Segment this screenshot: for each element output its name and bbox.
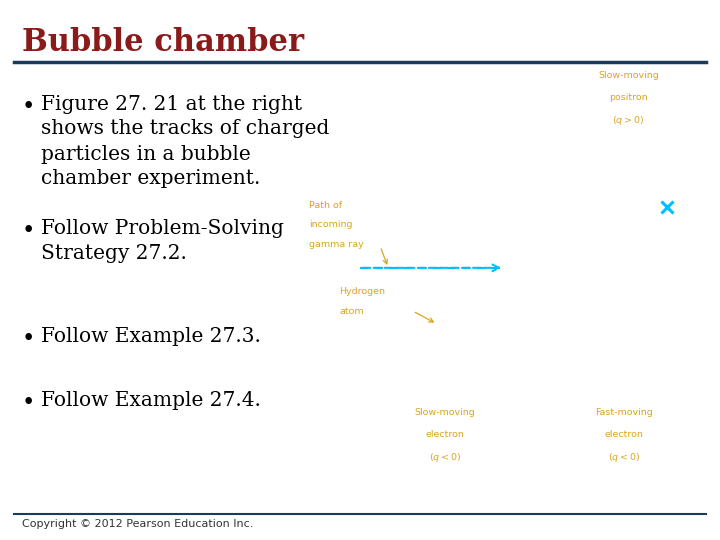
Text: $(q < 0)$: $(q < 0)$ [608,451,640,464]
Text: Path of: Path of [309,201,342,210]
Text: Bubble chamber: Bubble chamber [22,27,304,58]
Text: Slow-moving: Slow-moving [598,71,659,80]
Text: Copyright © 2012 Pearson Education Inc.: Copyright © 2012 Pearson Education Inc. [22,519,253,530]
Text: Follow Problem-Solving
Strategy 27.2.: Follow Problem-Solving Strategy 27.2. [41,219,284,262]
Text: incoming: incoming [309,220,353,230]
Text: electron: electron [426,430,464,439]
Text: gamma ray: gamma ray [309,240,364,249]
Text: Slow-moving: Slow-moving [415,408,476,417]
Text: atom: atom [340,307,364,316]
Text: •: • [22,327,35,350]
Text: Follow Example 27.3.: Follow Example 27.3. [41,327,261,346]
Text: $(q < 0)$: $(q < 0)$ [429,451,462,464]
Text: positron: positron [609,93,647,102]
Text: Follow Example 27.4.: Follow Example 27.4. [41,392,261,410]
Text: $\vec{B}$: $\vec{B}$ [660,170,670,188]
Text: electron: electron [605,430,644,439]
Text: $(q > 0)$: $(q > 0)$ [612,114,644,127]
Text: Figure 27. 21 at the right
shows the tracks of charged
particles in a bubble
cha: Figure 27. 21 at the right shows the tra… [41,94,330,188]
Text: •: • [22,219,35,242]
Text: Fast-moving: Fast-moving [595,408,653,417]
Text: •: • [22,94,35,118]
Text: Hydrogen: Hydrogen [340,287,385,296]
Text: •: • [22,392,35,415]
